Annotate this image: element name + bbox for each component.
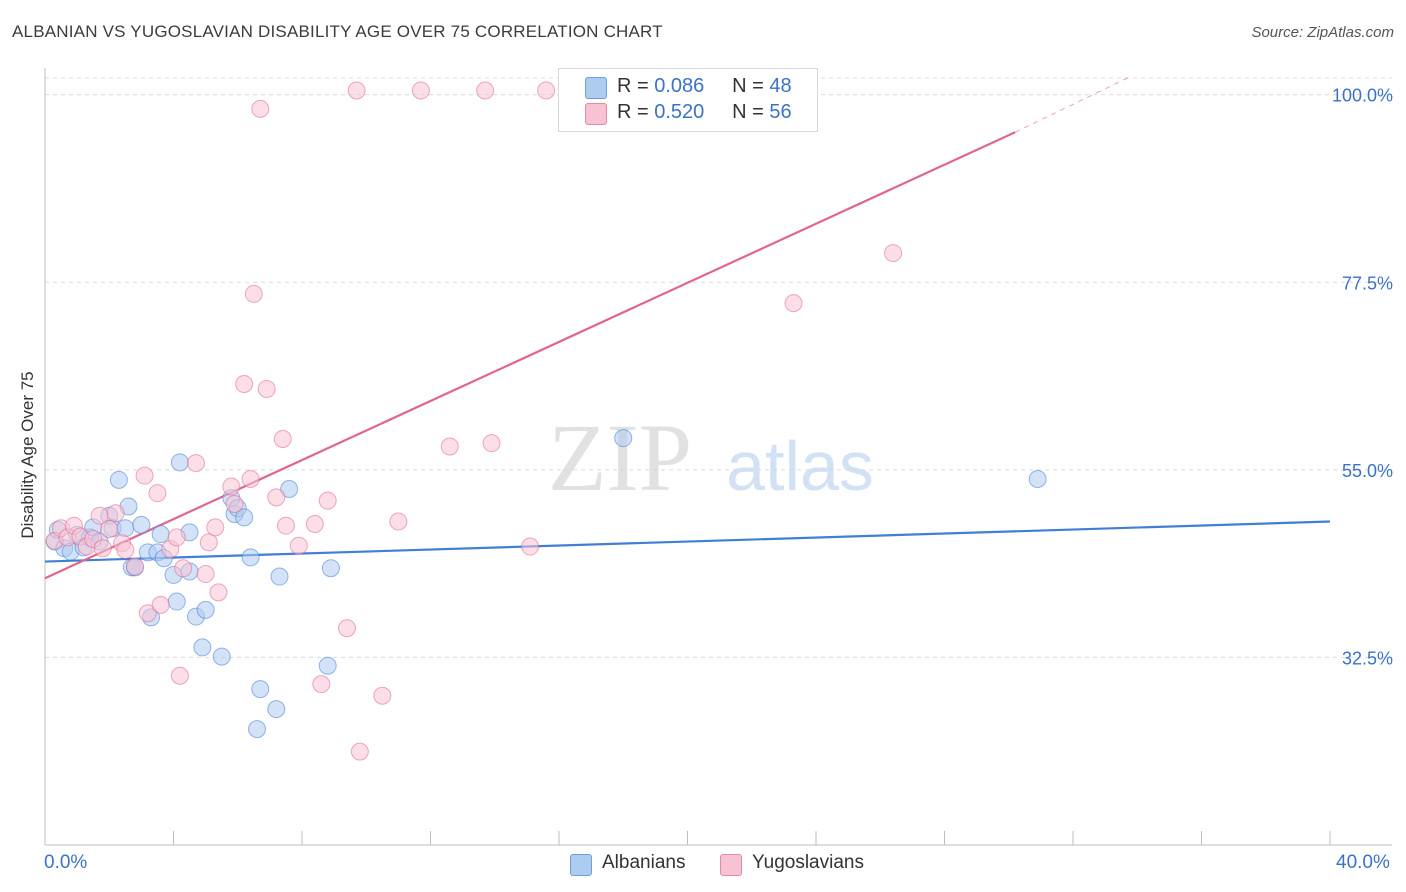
point-yugoslavians [106, 504, 125, 523]
point-yugoslavians [482, 434, 501, 453]
point-yugoslavians [389, 512, 408, 531]
point-yugoslavians [148, 484, 167, 503]
point-yugoslavians [257, 379, 276, 398]
point-albanians [251, 680, 270, 699]
legend-n-label: N = [732, 101, 764, 123]
point-yugoslavians [251, 99, 270, 118]
watermark-zip: ZIP [548, 404, 692, 511]
point-albanians [280, 480, 299, 499]
point-yugoslavians [347, 81, 366, 100]
legend-r-label: R = [617, 101, 649, 123]
point-yugoslavians [273, 429, 292, 448]
point-yugoslavians [206, 518, 225, 537]
y-axis-title: Disability Age Over 75 [18, 371, 37, 539]
bottom-legend-swatch-albanians [570, 854, 592, 876]
point-yugoslavians [373, 686, 392, 705]
point-yugoslavians [100, 520, 119, 539]
point-yugoslavians [174, 559, 193, 578]
point-yugoslavians [884, 244, 903, 263]
point-yugoslavians [312, 675, 331, 694]
point-yugoslavians [241, 470, 260, 489]
y-tick-label: 77.5% [1342, 273, 1393, 293]
legend-swatch-yugoslavians [585, 103, 607, 125]
point-yugoslavians [289, 536, 308, 555]
point-yugoslavians [276, 516, 295, 535]
point-albanians [614, 429, 633, 448]
point-albanians [270, 567, 289, 586]
point-albanians [241, 548, 260, 567]
point-yugoslavians [135, 466, 154, 485]
point-yugoslavians [222, 477, 241, 496]
point-albanians [212, 647, 231, 666]
point-yugoslavians [318, 491, 337, 510]
point-yugoslavians [116, 540, 135, 559]
y-tick-label: 100.0% [1332, 86, 1393, 106]
legend-swatch-albanians [585, 77, 607, 99]
x-axis-min-label: 0.0% [44, 852, 88, 873]
point-yugoslavians [209, 583, 228, 602]
bottom-legend-label-albanians: Albanians [602, 852, 686, 873]
point-albanians [1028, 470, 1047, 489]
point-yugoslavians [537, 81, 556, 100]
point-yugoslavians [521, 537, 540, 556]
point-yugoslavians [244, 284, 263, 303]
point-yugoslavians [93, 539, 112, 558]
point-albanians [321, 559, 340, 578]
source-label: Source: ZipAtlas.com [1251, 24, 1394, 41]
trendline-extension-yugoslavians [1014, 77, 1128, 133]
point-yugoslavians [411, 81, 430, 100]
point-albanians [132, 515, 151, 534]
point-albanians [193, 638, 212, 657]
point-albanians [116, 519, 135, 538]
point-albanians [235, 508, 254, 527]
point-albanians [151, 525, 170, 544]
point-yugoslavians [225, 495, 244, 514]
point-yugoslavians [350, 742, 369, 761]
correlation-legend: R = 0.086 N = 48 R = 0.520 N = 56 [558, 68, 818, 132]
point-yugoslavians [267, 488, 286, 507]
point-yugoslavians [186, 454, 205, 473]
y-tick-label: 32.5% [1342, 648, 1393, 668]
point-yugoslavians [305, 515, 324, 534]
trendline-yugoslavians [44, 131, 1016, 580]
legend-r-label: R = [617, 75, 649, 97]
point-yugoslavians [476, 81, 495, 100]
point-yugoslavians [196, 565, 215, 584]
point-yugoslavians [151, 595, 170, 614]
point-albanians [167, 592, 186, 611]
point-yugoslavians [170, 666, 189, 685]
point-yugoslavians [138, 604, 157, 623]
legend-r-value-albanians: 0.086 [654, 75, 705, 97]
point-yugoslavians [337, 619, 356, 638]
x-axis-max-label: 40.0% [1336, 852, 1390, 873]
point-yugoslavians [125, 557, 144, 576]
legend-n-value-yugoslavians: 56 [769, 101, 792, 123]
point-albanians [248, 720, 267, 739]
bottom-legend-swatch-yugoslavians [720, 854, 742, 876]
trendline-albanians [44, 520, 1331, 563]
point-yugoslavians [199, 533, 218, 552]
point-yugoslavians [784, 294, 803, 313]
bottom-legend-label-yugoslavians: Yugoslavians [752, 852, 864, 873]
point-albanians [267, 700, 286, 719]
point-albanians [196, 600, 215, 619]
point-yugoslavians [167, 528, 186, 547]
legend-r-value-yugoslavians: 0.520 [654, 101, 705, 123]
point-yugoslavians [440, 437, 459, 456]
legend-n-value-albanians: 48 [769, 75, 792, 97]
point-yugoslavians [235, 374, 254, 393]
point-albanians [318, 656, 337, 675]
point-albanians [170, 453, 189, 472]
legend-n-label: N = [732, 75, 764, 97]
chart-title: ALBANIAN VS YUGOSLAVIAN DISABILITY AGE O… [12, 22, 663, 41]
y-tick-label: 55.0% [1342, 461, 1393, 481]
watermark-atlas: atlas [726, 427, 874, 505]
point-albanians [109, 470, 128, 489]
